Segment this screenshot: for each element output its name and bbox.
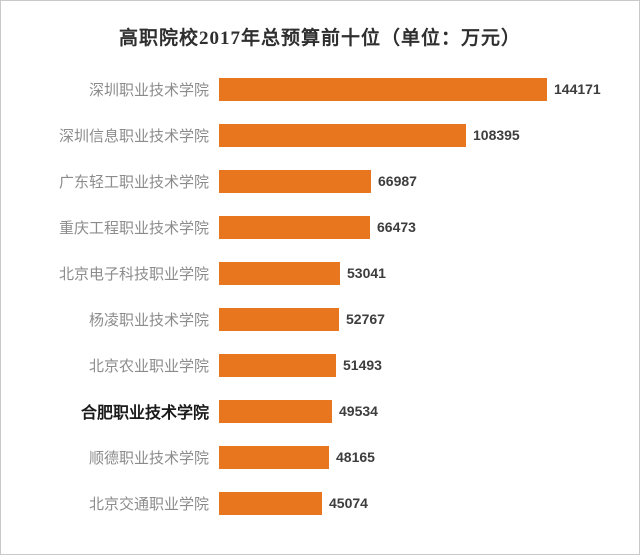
value-label: 49534 (339, 403, 378, 419)
category-label: 合肥职业技术学院 (80, 405, 209, 422)
bar (219, 399, 332, 423)
value-label: 48165 (336, 449, 375, 465)
bar (219, 169, 371, 193)
bar (219, 123, 466, 147)
category-label: 深圳信息职业技术学院 (58, 128, 209, 145)
value-label: 108395 (473, 127, 520, 143)
category-label: 深圳职业技术学院 (88, 82, 209, 99)
chart-rows: 深圳职业技术学院 144171 深圳信息职业技术学院 108395 广东轻工职业… (1, 66, 639, 526)
bar-area: 66473 (219, 204, 639, 250)
bar-row: 重庆工程职业技术学院 66473 (1, 204, 639, 250)
value-label: 66473 (377, 219, 416, 235)
bar (219, 261, 340, 285)
chart-title: 高职院校2017年总预算前十位（单位：万元） (118, 28, 521, 49)
bar-row: 深圳职业技术学院 144171 (1, 66, 639, 112)
category-label: 顺德职业技术学院 (88, 450, 209, 467)
bar-row: 顺德职业技术学院 48165 (1, 434, 639, 480)
bar-row: 北京交通职业学院 45074 (1, 480, 639, 526)
bar-row: 北京电子科技职业学院 53041 (1, 250, 639, 296)
bar-row: 广东轻工职业技术学院 66987 (1, 158, 639, 204)
value-label: 45074 (329, 495, 368, 511)
bar-area: 53041 (219, 250, 639, 296)
category-label: 北京电子科技职业学院 (58, 266, 209, 283)
bar (219, 445, 329, 469)
bar-row: 合肥职业技术学院 49534 (1, 388, 639, 434)
category-label: 广东轻工职业技术学院 (58, 174, 209, 191)
category-label: 杨凌职业技术学院 (88, 312, 209, 329)
value-label: 144171 (554, 81, 601, 97)
value-label: 51493 (343, 357, 382, 373)
bar (219, 491, 322, 515)
category-label: 重庆工程职业技术学院 (58, 220, 209, 237)
bar-area: 48165 (219, 434, 639, 480)
bar-area: 52767 (219, 296, 639, 342)
bar (219, 77, 547, 101)
value-label: 53041 (347, 265, 386, 281)
category-label: 北京交通职业学院 (88, 496, 209, 513)
bar-area: 108395 (219, 112, 639, 158)
value-label: 52767 (346, 311, 385, 327)
bar-row: 深圳信息职业技术学院 108395 (1, 112, 639, 158)
bar (219, 353, 336, 377)
category-label: 北京农业职业学院 (88, 358, 209, 375)
bar-area: 144171 (219, 66, 639, 112)
bar-row: 北京农业职业学院 51493 (1, 342, 639, 388)
bar-area: 51493 (219, 342, 639, 388)
bar (219, 215, 370, 239)
bar (219, 307, 339, 331)
bar-area: 45074 (219, 480, 639, 526)
bar-area: 66987 (219, 158, 639, 204)
bar-area: 49534 (219, 388, 639, 434)
value-label: 66987 (378, 173, 417, 189)
bar-row: 杨凌职业技术学院 52767 (1, 296, 639, 342)
